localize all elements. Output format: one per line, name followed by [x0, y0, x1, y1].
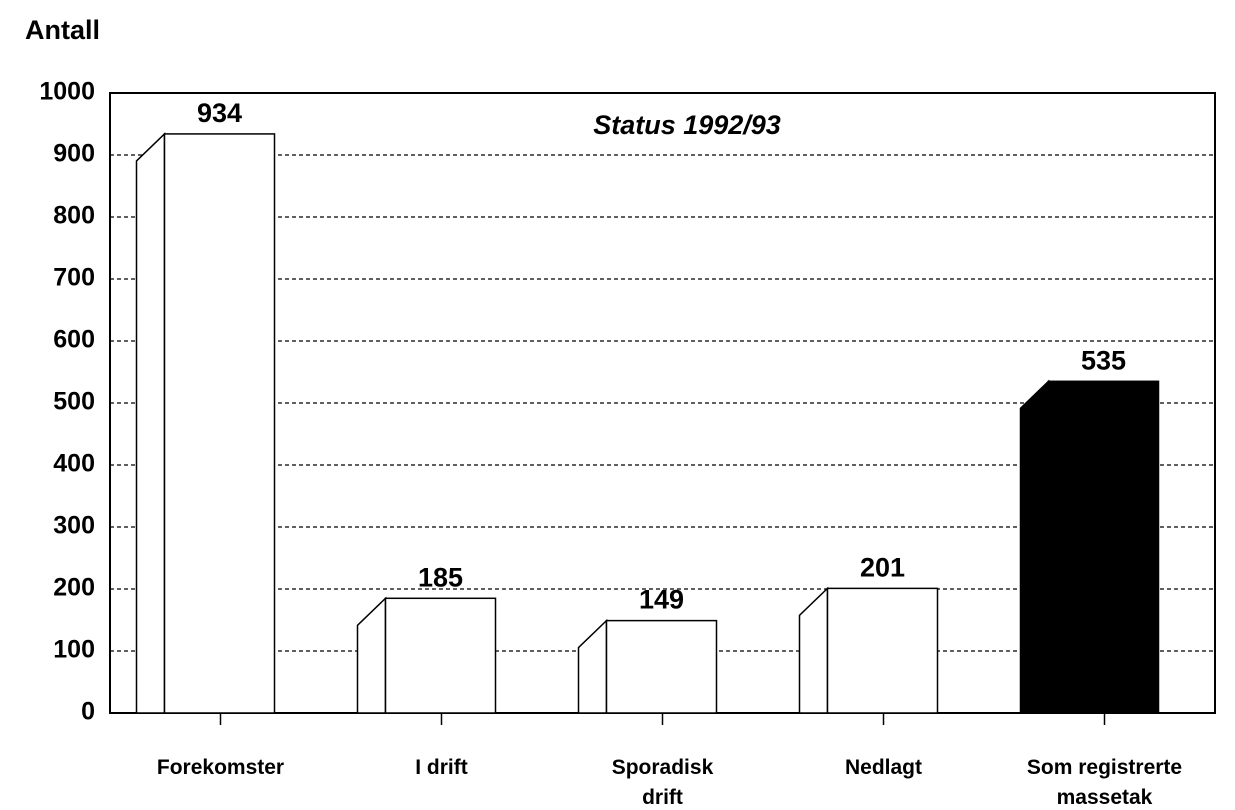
bar-side — [1019, 379, 1050, 714]
y-tick-label: 300 — [53, 512, 95, 540]
bar — [384, 597, 497, 714]
x-tick-label: Forekomster — [157, 756, 284, 779]
y-tick-label: 400 — [53, 450, 95, 478]
bar-side — [577, 618, 608, 714]
bar-side — [135, 132, 166, 714]
x-tick-label: Som registrerte massetak — [1027, 756, 1182, 809]
bar — [1047, 380, 1160, 714]
bar — [826, 587, 939, 714]
bar-side — [798, 586, 829, 714]
y-tick-label: 800 — [53, 202, 95, 230]
y-axis-label: Antall — [25, 15, 100, 45]
bar-side — [356, 596, 387, 714]
x-tick-label: Sporadisk drift — [612, 756, 714, 809]
chart-title: Status 1992/93 — [593, 110, 781, 140]
y-tick-label: 1000 — [39, 78, 95, 106]
y-tick-label: 200 — [53, 574, 95, 602]
value-label: 201 — [860, 553, 905, 583]
value-label: 185 — [418, 562, 463, 592]
value-label: 934 — [197, 98, 242, 128]
y-tick-label: 100 — [53, 636, 95, 664]
value-label: 535 — [1081, 345, 1126, 375]
value-label: 149 — [639, 585, 684, 615]
x-tick-label: I drift — [415, 756, 468, 779]
x-tick-label: Nedlagt — [845, 756, 922, 779]
y-tick-label: 900 — [53, 140, 95, 168]
bar — [163, 133, 276, 714]
y-tick-label: 500 — [53, 388, 95, 416]
bar — [605, 619, 718, 714]
y-tick-label: 0 — [81, 698, 95, 726]
y-tick-label: 700 — [53, 264, 95, 292]
y-tick-label: 600 — [53, 326, 95, 354]
